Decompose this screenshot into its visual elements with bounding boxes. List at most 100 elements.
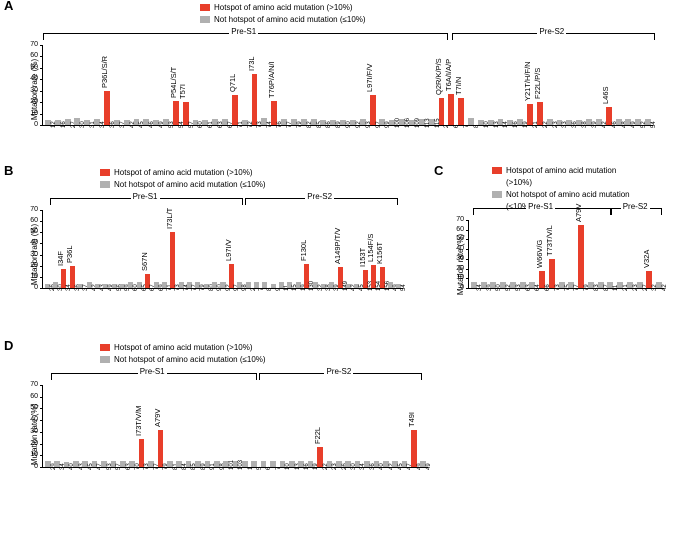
panel-b: B Hotspot of amino acid mutation (>10%) …	[0, 165, 425, 320]
legend-not-text: Not hotspot of amino acid mutation (≤10%…	[214, 14, 366, 25]
bar	[220, 282, 225, 288]
bar	[55, 120, 61, 125]
legend-hot-text: Hotspot of amino acid mutation (>10%)	[214, 2, 353, 13]
swatch-hot	[492, 167, 502, 174]
bar	[124, 120, 130, 125]
bar	[73, 461, 79, 467]
panel-b-legend: Hotspot of amino acid mutation (>10%) No…	[100, 167, 266, 191]
panel-d: D Hotspot of amino acid mutation (>10%) …	[0, 340, 450, 500]
legend-hot-text: Hotspot of amino acid mutation (>10%)	[114, 167, 253, 178]
swatch-not	[100, 356, 110, 363]
legend-hot2-text: (>10%)	[506, 177, 532, 188]
bar	[458, 98, 464, 125]
bar	[289, 461, 295, 467]
bar	[101, 461, 107, 467]
bar	[313, 282, 318, 288]
bar	[45, 461, 51, 467]
bar	[598, 282, 604, 288]
swatch-hot	[100, 169, 110, 176]
swatch-hot	[200, 4, 210, 11]
panel-a-label: A	[4, 0, 13, 13]
bar	[520, 282, 526, 288]
bar	[242, 120, 248, 125]
bar	[409, 120, 415, 125]
bar	[510, 282, 516, 288]
swatch-not	[100, 181, 110, 188]
bar	[537, 102, 543, 125]
bar	[114, 120, 120, 125]
chart-d: 2934404345475357637073I73T/V/M7779A79V81…	[42, 385, 428, 468]
panel-b-label: B	[4, 163, 13, 178]
bar	[148, 461, 154, 467]
bar	[154, 282, 159, 288]
chart-a: 12162730313436P36L/S/R37424546495354P54L…	[42, 45, 653, 126]
bar	[637, 282, 643, 288]
bar	[311, 119, 317, 125]
bar	[65, 119, 71, 125]
bar	[232, 95, 238, 125]
bar	[45, 120, 51, 125]
bar	[627, 282, 633, 288]
bar	[616, 119, 622, 125]
bar	[578, 225, 584, 288]
bar	[252, 74, 258, 125]
swatch-not	[492, 191, 502, 198]
panel-c: C Hotspot of amino acid mutation (>10%) …	[430, 165, 677, 320]
bar	[549, 259, 555, 288]
bar	[301, 119, 307, 125]
bar	[317, 447, 323, 467]
bar	[204, 284, 209, 288]
panel-d-legend: Hotspot of amino acid mutation (>10%) No…	[100, 342, 266, 366]
bar	[246, 282, 251, 288]
bar	[419, 119, 425, 125]
bar	[183, 102, 189, 125]
bar	[360, 119, 366, 125]
bar	[170, 232, 175, 288]
bar	[173, 101, 179, 125]
bar	[429, 119, 435, 125]
bar	[488, 120, 494, 125]
bar	[364, 461, 370, 467]
bar	[120, 461, 126, 467]
swatch-hot	[100, 344, 110, 351]
bar	[45, 284, 50, 288]
panel-c-label: C	[434, 163, 443, 178]
bar	[547, 119, 553, 125]
bar	[179, 282, 184, 288]
bar	[383, 461, 389, 467]
legend-not-text: Not hotspot of amino acid mutation (≤10%…	[114, 354, 266, 365]
bar	[606, 107, 612, 125]
bar	[271, 284, 276, 288]
bar	[588, 282, 594, 288]
bar	[411, 430, 417, 467]
bar	[350, 120, 356, 125]
panel-c-legend: Hotspot of amino acid mutation (>10%) No…	[492, 165, 630, 213]
bar	[167, 461, 173, 467]
bar	[158, 430, 164, 467]
legend-not-text: Not hotspot of amino acid mutation (≤10%…	[114, 179, 266, 190]
bar	[195, 461, 201, 467]
bar	[87, 282, 92, 288]
chart-b: 263034I34F36P36L374243495659606567S67N69…	[42, 210, 403, 289]
bar	[481, 282, 487, 288]
bar	[478, 120, 484, 125]
bar	[242, 461, 248, 467]
bar	[291, 119, 297, 125]
bar	[439, 98, 445, 125]
chart-c: 3439505253636466W66V/G73T73T/V/L757779A7…	[468, 220, 664, 289]
bar	[104, 91, 110, 125]
swatch-not	[200, 16, 210, 23]
bar	[336, 461, 342, 467]
legend-hot-text: Hotspot of amino acid mutation (>10%)	[114, 342, 253, 353]
legend-hot-text: Hotspot of amino acid mutation	[506, 165, 616, 176]
bar	[370, 95, 376, 125]
panel-a-legend: Hotspot of amino acid mutation (>10%) No…	[200, 2, 366, 26]
bar	[214, 461, 220, 467]
bar	[380, 267, 385, 288]
bar	[471, 282, 477, 288]
panel-d-label: D	[4, 338, 13, 353]
bar	[448, 94, 454, 125]
bar	[112, 284, 117, 288]
bar	[338, 267, 343, 288]
panel-a: A Hotspot of amino acid mutation (>10%) …	[0, 0, 677, 160]
